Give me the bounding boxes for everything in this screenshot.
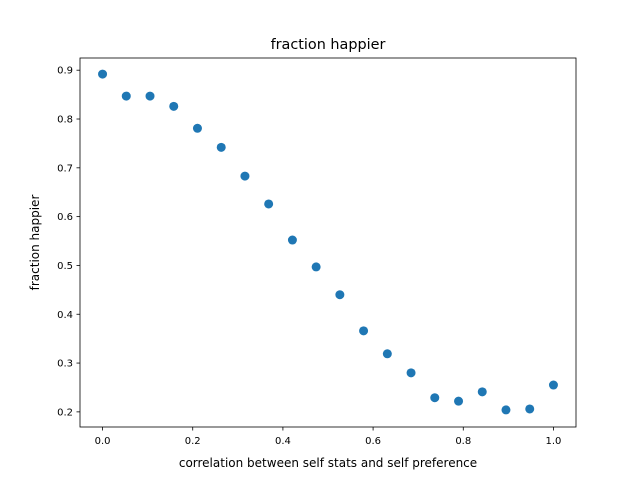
x-tick-label: 0.4 — [275, 436, 291, 447]
data-point — [287, 235, 297, 245]
data-point — [406, 368, 416, 378]
data-point — [477, 387, 487, 397]
data-point — [192, 123, 202, 133]
y-tick-label: 0.8 — [57, 115, 73, 126]
data-point — [216, 142, 226, 152]
data-point — [264, 199, 274, 209]
y-tick-label: 0.4 — [57, 310, 73, 321]
x-tick-label: 0.6 — [365, 436, 381, 447]
data-point — [501, 405, 511, 415]
data-point — [169, 101, 179, 111]
data-points — [98, 69, 558, 415]
data-point — [430, 393, 440, 403]
data-point — [145, 91, 155, 101]
y-tick-label: 0.3 — [57, 359, 73, 370]
data-point — [548, 380, 558, 390]
y-axis-label: fraction happier — [28, 195, 42, 291]
axes-frame — [79, 57, 577, 428]
y-tick-label: 0.5 — [57, 261, 73, 272]
data-point — [311, 262, 321, 272]
x-tick-label: 0.8 — [455, 436, 471, 447]
data-point — [121, 91, 131, 101]
data-point — [454, 396, 464, 406]
y-tick-label: 0.6 — [57, 212, 73, 223]
x-axis-ticks: 0.0 0.2 0.4 0.6 0.8 1.0 — [95, 427, 562, 447]
y-tick-label: 0.9 — [57, 66, 73, 77]
data-point — [525, 404, 535, 414]
x-tick-label: 0.0 — [95, 436, 111, 447]
data-point — [240, 171, 250, 181]
data-point — [98, 69, 108, 79]
y-axis-ticks: 0.2 0.3 0.4 0.5 0.6 0.7 0.8 0.9 — [57, 66, 80, 418]
x-tick-label: 1.0 — [546, 436, 562, 447]
y-tick-label: 0.7 — [57, 163, 73, 174]
y-tick-label: 0.2 — [57, 407, 73, 418]
chart-title: fraction happier — [271, 37, 386, 53]
data-point — [335, 290, 345, 300]
data-point — [359, 326, 369, 336]
x-axis-label: correlation between self stats and self … — [179, 456, 477, 470]
data-point — [382, 349, 392, 359]
x-tick-label: 0.2 — [185, 436, 201, 447]
